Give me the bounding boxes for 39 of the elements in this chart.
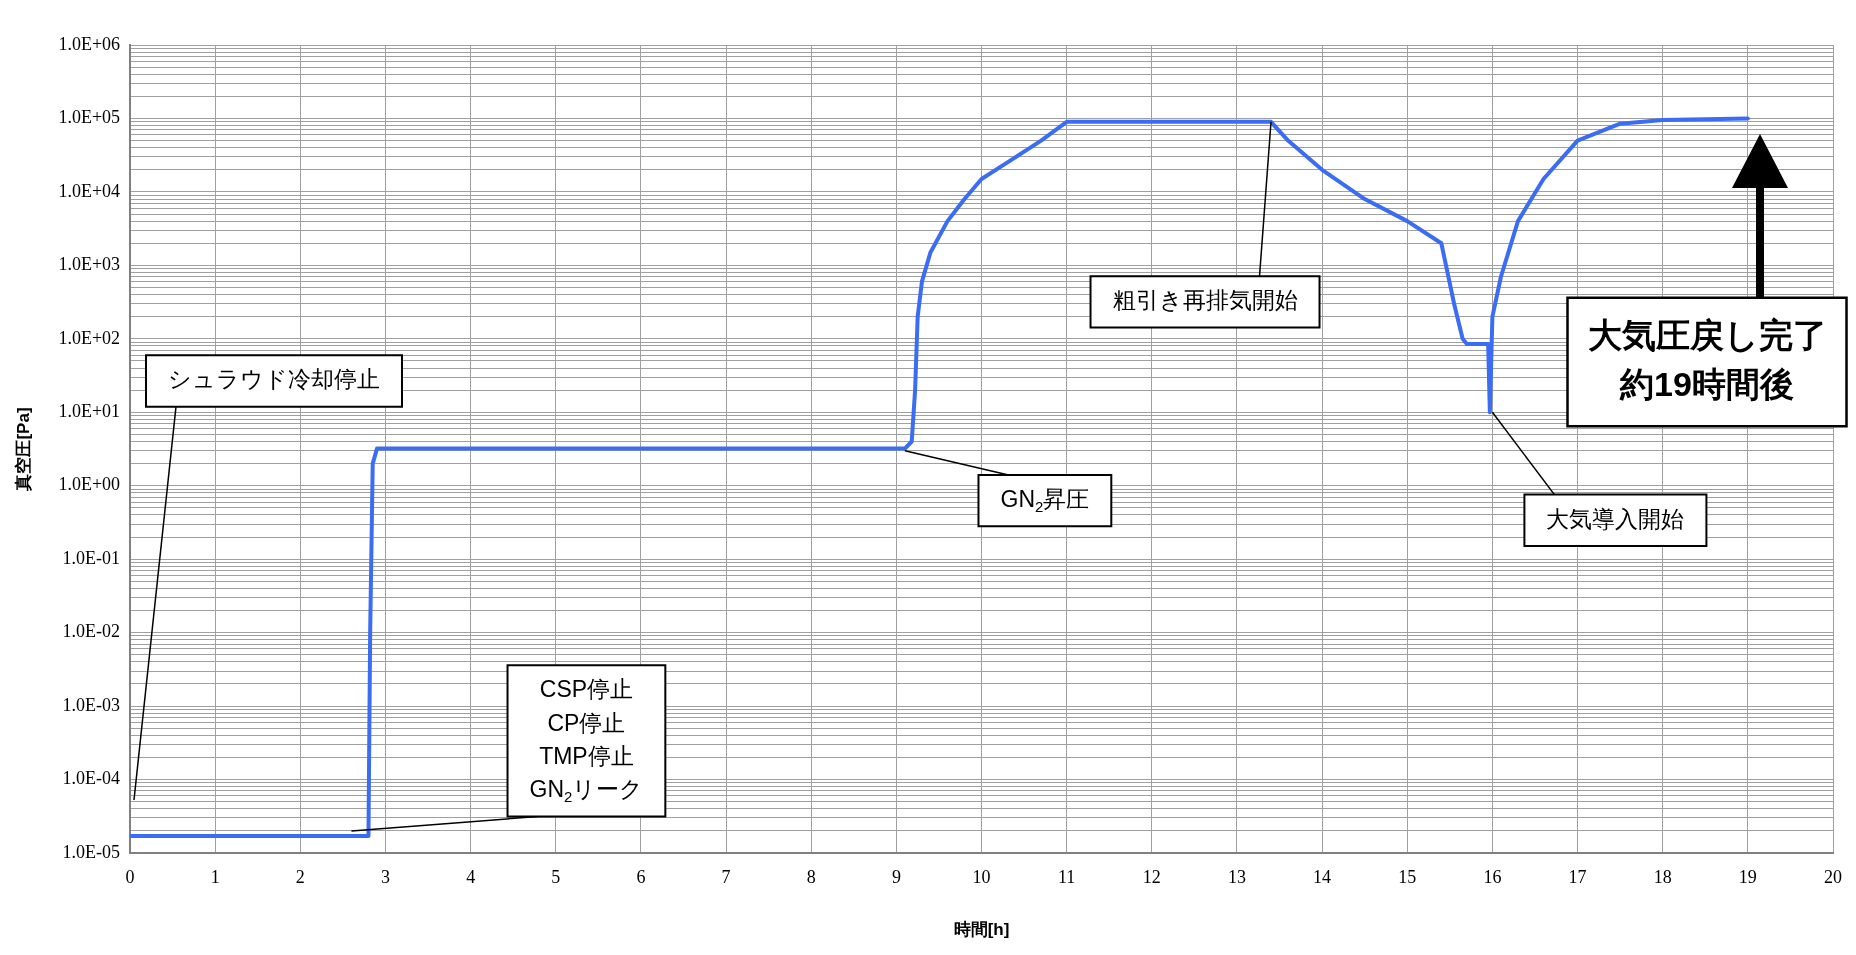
x-tick-label: 19 xyxy=(1738,866,1757,887)
x-tick-label: 12 xyxy=(1142,866,1161,887)
y-tick-label: 1.0E-03 xyxy=(62,694,121,715)
x-tick-label: 18 xyxy=(1653,866,1672,887)
annotation: シュラウド冷却停止 xyxy=(168,366,380,393)
y-tick-label: 1.0E+00 xyxy=(58,474,121,495)
x-tick-label: 16 xyxy=(1483,866,1502,887)
y-tick-label: 1.0E+06 xyxy=(58,33,121,54)
y-tick-label: 1.0E-01 xyxy=(62,547,121,568)
x-tick-label: 13 xyxy=(1227,866,1246,887)
y-tick-label: 1.0E+01 xyxy=(58,401,121,422)
x-tick-label: 6 xyxy=(636,866,646,887)
x-tick-label: 15 xyxy=(1398,866,1417,887)
y-axis-title: 真空圧[Pa] xyxy=(13,407,33,492)
y-tick-label: 1.0E+05 xyxy=(58,107,121,128)
x-tick-label: 1 xyxy=(210,866,220,887)
x-tick-label: 0 xyxy=(125,866,135,887)
x-tick-label: 5 xyxy=(551,866,561,887)
x-tick-label: 17 xyxy=(1568,866,1587,887)
x-tick-label: 14 xyxy=(1313,866,1332,887)
x-tick-label: 10 xyxy=(972,866,991,887)
y-tick-label: 1.0E-04 xyxy=(62,768,121,789)
x-tick-label: 3 xyxy=(380,866,390,887)
y-tick-label: 1.0E+03 xyxy=(58,254,121,275)
y-tick-label: 1.0E-05 xyxy=(62,841,121,862)
x-tick-label: 20 xyxy=(1824,866,1842,887)
annotation: 粗引き再排気開始 xyxy=(1112,287,1298,314)
x-tick-label: 2 xyxy=(295,866,305,887)
x-tick-label: 4 xyxy=(466,866,476,887)
x-tick-label: 11 xyxy=(1058,866,1076,887)
y-tick-label: 1.0E-02 xyxy=(62,621,121,642)
x-tick-label: 9 xyxy=(891,866,901,887)
x-tick-label: 8 xyxy=(806,866,816,887)
x-tick-label: 7 xyxy=(721,866,731,887)
y-tick-label: 1.0E+02 xyxy=(58,327,121,348)
x-axis-title: 時間[h] xyxy=(953,920,1010,940)
annotation: 大気導入開始 xyxy=(1546,505,1685,532)
y-tick-label: 1.0E+04 xyxy=(58,180,121,201)
annotation: 大気圧戻し完了約19時間後 xyxy=(1587,315,1827,404)
